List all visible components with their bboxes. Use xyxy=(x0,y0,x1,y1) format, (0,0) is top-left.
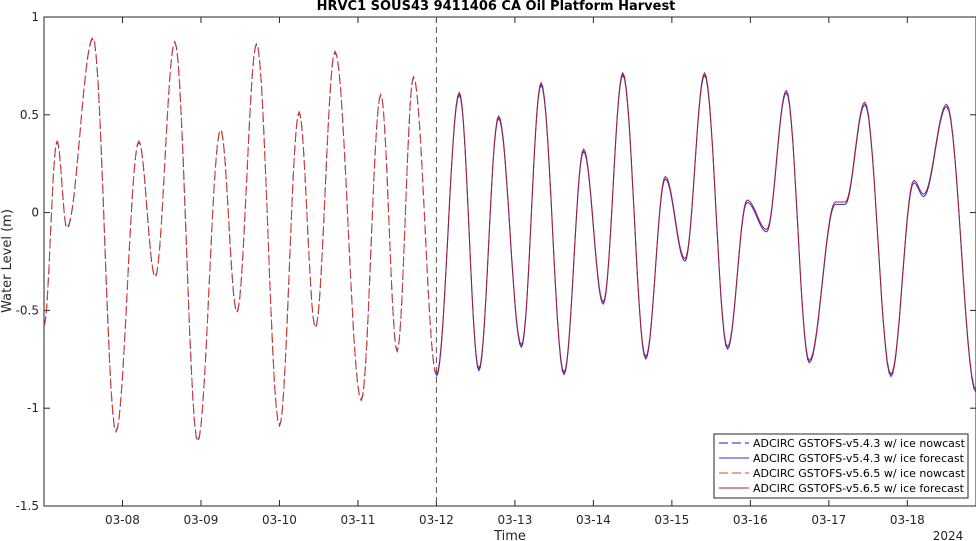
legend-box xyxy=(713,433,969,499)
y-tick-label: -0.5 xyxy=(16,303,39,317)
y-tick-label: 0.5 xyxy=(20,108,39,122)
y-tick-label: 1 xyxy=(31,10,39,24)
x-tick-label: 03-14 xyxy=(576,513,611,527)
x-tick-label: 03-11 xyxy=(340,513,375,527)
x-tick-label: 03-09 xyxy=(184,513,219,527)
x-tick-label: 03-17 xyxy=(811,513,846,527)
y-tick-label: -1.5 xyxy=(16,499,39,513)
x-axis: 03-08 03-09 03-10 03-11 03-12 03-13 03-14 03-15… xyxy=(105,17,925,527)
x-tick-label: 03-16 xyxy=(733,513,768,527)
series-layer xyxy=(43,36,976,443)
legend-entry: ADCIRC GSTOFS-v5.4.3 w/ ice nowcast xyxy=(753,437,966,450)
x-axis-label: Time xyxy=(493,529,526,541)
y-tick-label: 0 xyxy=(31,206,39,220)
y-axis-label: Water Level (m) xyxy=(0,209,15,313)
legend-entry: ADCIRC GSTOFS-v5.4.3 w/ ice forecast xyxy=(753,452,965,465)
y-tick-label: -1 xyxy=(27,401,39,415)
plot-area xyxy=(43,16,976,507)
y-axis: -1.5 -1 -0.5 0 0.5 1 xyxy=(16,10,976,513)
x-tick-label: 03-18 xyxy=(890,513,925,527)
x-tick-label: 03-08 xyxy=(105,513,140,527)
series-line-3 xyxy=(43,36,437,442)
x-tick-label: 03-10 xyxy=(262,513,297,527)
year-label: 2024 xyxy=(933,529,964,541)
legend: ADCIRC GSTOFS-v5.4.3 w/ ice nowcast ADCIR… xyxy=(713,433,969,499)
x-tick-label: 03-13 xyxy=(497,513,532,527)
x-tick-label: 03-12 xyxy=(419,513,454,527)
series-line-4 xyxy=(435,71,976,391)
legend-entry: ADCIRC GSTOFS-v5.6.5 w/ ice forecast xyxy=(753,482,965,495)
x-tick-label: 03-15 xyxy=(654,513,689,527)
legend-entry: ADCIRC GSTOFS-v5.6.5 w/ ice nowcast xyxy=(753,467,966,480)
chart-title: HRVC1 SOUS43 9411406 CA Oil Platform Har… xyxy=(317,0,676,14)
